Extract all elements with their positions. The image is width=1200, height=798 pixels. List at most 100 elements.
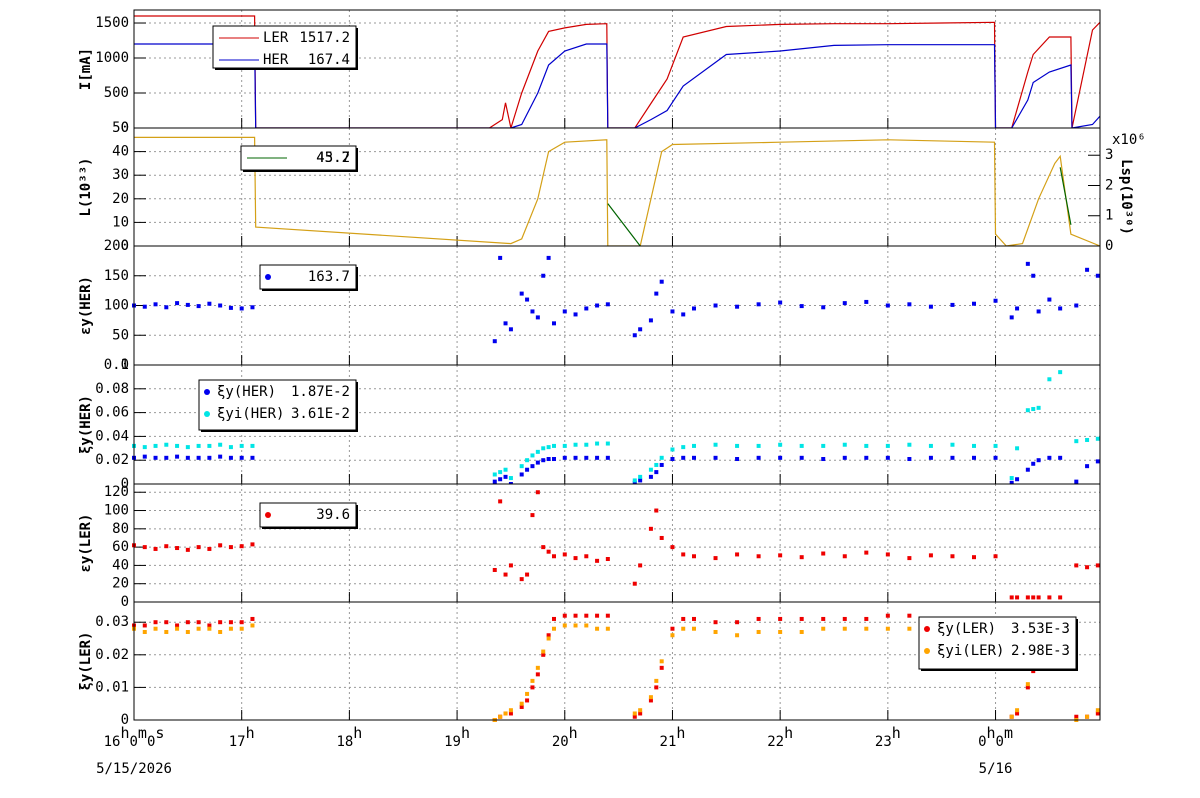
data-point — [185, 445, 190, 450]
data-point — [1031, 595, 1036, 600]
data-point — [632, 480, 637, 485]
y-tick-label: 50 — [112, 120, 129, 136]
data-point — [681, 626, 686, 631]
data-point — [508, 563, 513, 568]
data-point — [654, 291, 659, 296]
y-tick-label: 200 — [104, 238, 129, 254]
legend-symbol — [924, 626, 930, 632]
data-point — [648, 474, 653, 479]
x-tick-label: 22h — [767, 724, 793, 751]
data-point — [1015, 595, 1020, 600]
legend-label: ξyi(HER) — [217, 406, 284, 422]
data-point — [175, 546, 180, 551]
data-point — [993, 455, 998, 460]
data-point — [1009, 714, 1014, 719]
data-point — [907, 556, 912, 561]
data-point — [239, 455, 244, 460]
y-tick-label: 0 — [121, 712, 129, 728]
data-point — [681, 552, 686, 557]
date-label: 5/16 — [979, 761, 1013, 777]
data-point — [519, 291, 524, 296]
data-point — [546, 636, 551, 641]
data-point — [950, 554, 955, 559]
data-point — [185, 302, 190, 307]
data-point — [239, 626, 244, 631]
data-point — [541, 649, 546, 654]
data-point — [842, 554, 847, 559]
y2-tick-label: 2 — [1105, 177, 1113, 193]
legend — [198, 379, 357, 431]
data-point — [142, 304, 147, 309]
data-point — [821, 551, 826, 556]
x-tick-label: 16h0m0s — [104, 724, 165, 751]
data-point — [207, 443, 212, 448]
data-point — [530, 678, 535, 683]
data-point — [239, 620, 244, 625]
data-point — [842, 616, 847, 621]
data-point — [842, 442, 847, 447]
data-point — [164, 544, 169, 549]
data-point — [1025, 682, 1030, 687]
data-point — [692, 626, 696, 631]
y-tick-label: 30 — [112, 167, 129, 183]
data-point — [228, 626, 233, 631]
data-point — [638, 474, 643, 479]
data-point — [595, 626, 600, 631]
data-point — [1025, 467, 1030, 472]
data-point — [525, 458, 530, 463]
data-point — [1009, 315, 1014, 320]
data-point — [492, 479, 497, 484]
data-point — [1095, 563, 1100, 568]
y-tick-label: 0 — [121, 120, 129, 136]
y-axis-label: I[mA] — [78, 48, 94, 90]
data-point — [519, 577, 524, 582]
data-point — [185, 455, 190, 460]
data-point — [993, 298, 998, 303]
y-tick-label: 150 — [104, 268, 129, 284]
data-point — [218, 454, 223, 459]
y-tick-label: 0 — [121, 238, 129, 254]
data-point — [525, 698, 530, 703]
series-line — [607, 167, 1072, 247]
data-point — [573, 623, 578, 628]
data-point — [595, 558, 600, 563]
data-point — [541, 545, 546, 550]
data-point — [573, 556, 578, 561]
data-point — [692, 306, 696, 311]
data-point — [175, 301, 180, 306]
data-point — [573, 455, 578, 460]
data-point — [756, 443, 761, 448]
legend-value: 43.7 — [316, 150, 350, 166]
legend-value: 1517.2 — [299, 30, 350, 46]
data-point — [648, 698, 653, 703]
data-point — [250, 455, 255, 460]
y-tick-label: 0.06 — [95, 405, 129, 421]
data-point — [864, 616, 869, 621]
data-point — [756, 629, 761, 634]
data-point — [1074, 303, 1079, 308]
data-point — [1085, 267, 1090, 272]
data-point — [530, 513, 535, 518]
x-tick-label: 18h — [336, 724, 362, 751]
data-point — [654, 685, 659, 690]
data-point — [670, 447, 675, 452]
data-point — [670, 457, 675, 462]
data-point — [164, 305, 169, 310]
legend-label: ξy(HER) — [217, 384, 276, 400]
legend-label: ξy(LER) — [937, 621, 996, 637]
data-point — [950, 442, 955, 447]
data-point — [525, 572, 530, 577]
data-point — [713, 620, 718, 625]
data-point — [885, 626, 890, 631]
data-point — [142, 454, 147, 459]
data-point — [1095, 459, 1100, 464]
data-point — [541, 458, 546, 463]
data-point — [1047, 595, 1052, 600]
data-point — [546, 255, 551, 260]
data-point — [239, 306, 244, 311]
x-tick-label: 20h — [552, 724, 578, 751]
data-point — [503, 711, 508, 716]
y-tick-label: 20 — [112, 576, 129, 592]
data-point — [1058, 455, 1063, 460]
